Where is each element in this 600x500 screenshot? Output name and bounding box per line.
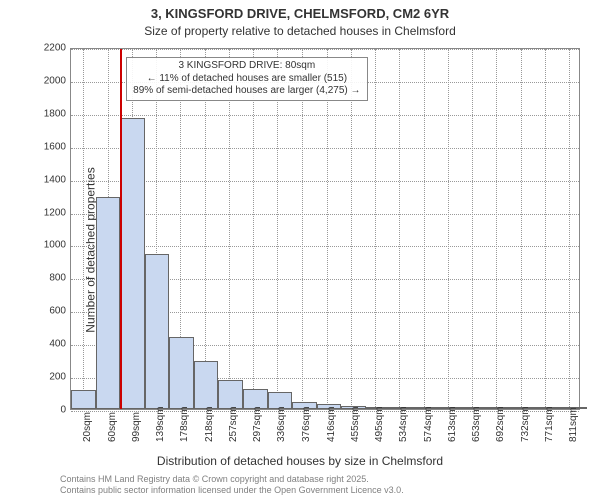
gridline-horizontal	[71, 115, 579, 116]
gridline-vertical	[351, 49, 352, 409]
gridline-vertical	[448, 49, 449, 409]
y-tick-label: 2200	[44, 43, 66, 54]
x-tick-label: 257sqm	[228, 412, 239, 442]
x-tick-label: 336sqm	[276, 412, 287, 442]
x-tick-label: 811sqm	[568, 412, 579, 442]
x-tick-label: 613sqm	[447, 412, 458, 442]
chart-container: 3, KINGSFORD DRIVE, CHELMSFORD, CM2 6YR …	[0, 0, 600, 500]
histogram-bar	[71, 390, 96, 409]
x-tick-label: 60sqm	[107, 412, 118, 442]
x-tick-label: 376sqm	[301, 412, 312, 442]
x-tick-label: 178sqm	[179, 412, 190, 442]
x-tick-label: 99sqm	[131, 412, 142, 442]
gridline-vertical	[399, 49, 400, 409]
gridline-vertical	[569, 49, 570, 409]
y-tick-label: 1600	[44, 141, 66, 152]
x-tick-label: 20sqm	[82, 412, 93, 442]
gridline-vertical	[424, 49, 425, 409]
x-tick-label: 771sqm	[544, 412, 555, 442]
annotation-line-2: ← 11% of detached houses are smaller (51…	[133, 73, 360, 86]
gridline-vertical	[253, 49, 254, 409]
attribution-line-2: Contains public sector information licen…	[60, 485, 404, 496]
y-tick-label: 2000	[44, 75, 66, 86]
x-tick-label: 534sqm	[398, 412, 409, 442]
gridline-horizontal	[71, 246, 579, 247]
histogram-bar	[96, 197, 121, 409]
y-tick-label: 1000	[44, 240, 66, 251]
x-tick-label: 495sqm	[374, 412, 385, 442]
y-tick-label: 0	[60, 405, 66, 416]
y-tick-label: 200	[49, 372, 66, 383]
x-tick-label: 455sqm	[350, 412, 361, 442]
gridline-vertical	[496, 49, 497, 409]
gridline-vertical	[521, 49, 522, 409]
annotation-line-3: 89% of semi-detached houses are larger (…	[133, 85, 360, 98]
x-tick-label: 416sqm	[326, 412, 337, 442]
plot-area: 3 KINGSFORD DRIVE: 80sqm ← 11% of detach…	[70, 48, 580, 410]
chart-title-main: 3, KINGSFORD DRIVE, CHELMSFORD, CM2 6YR	[0, 6, 600, 21]
x-tick-label: 297sqm	[252, 412, 263, 442]
gridline-vertical	[472, 49, 473, 409]
x-tick-label: 653sqm	[471, 412, 482, 442]
histogram-bar	[194, 361, 219, 409]
gridline-horizontal	[71, 49, 579, 50]
y-tick-label: 600	[49, 306, 66, 317]
y-tick-label: 400	[49, 339, 66, 350]
attribution: Contains HM Land Registry data © Crown c…	[60, 474, 404, 496]
chart-title-sub: Size of property relative to detached ho…	[0, 24, 600, 38]
y-tick-label: 1400	[44, 174, 66, 185]
x-tick-label: 139sqm	[155, 412, 166, 442]
gridline-horizontal	[71, 148, 579, 149]
y-tick-label: 1800	[44, 108, 66, 119]
y-tick-label: 800	[49, 273, 66, 284]
gridline-vertical	[83, 49, 84, 409]
histogram-bar	[169, 337, 194, 409]
gridline-vertical	[375, 49, 376, 409]
gridline-vertical	[302, 49, 303, 409]
property-marker-line	[120, 49, 122, 409]
gridline-vertical	[229, 49, 230, 409]
x-tick-label: 692sqm	[495, 412, 506, 442]
x-tick-label: 732sqm	[520, 412, 531, 442]
gridline-vertical	[205, 49, 206, 409]
gridline-horizontal	[71, 214, 579, 215]
gridline-horizontal	[71, 181, 579, 182]
histogram-bar	[145, 254, 170, 409]
attribution-line-1: Contains HM Land Registry data © Crown c…	[60, 474, 404, 485]
histogram-bar	[120, 118, 145, 409]
y-tick-label: 1200	[44, 207, 66, 218]
histogram-bar	[218, 380, 243, 409]
x-tick-label: 218sqm	[204, 412, 215, 442]
x-axis-label: Distribution of detached houses by size …	[0, 454, 600, 468]
x-tick-label: 574sqm	[423, 412, 434, 442]
gridline-vertical	[327, 49, 328, 409]
gridline-vertical	[277, 49, 278, 409]
gridline-vertical	[545, 49, 546, 409]
annotation-box: 3 KINGSFORD DRIVE: 80sqm ← 11% of detach…	[126, 57, 367, 101]
annotation-line-1: 3 KINGSFORD DRIVE: 80sqm	[133, 60, 360, 73]
